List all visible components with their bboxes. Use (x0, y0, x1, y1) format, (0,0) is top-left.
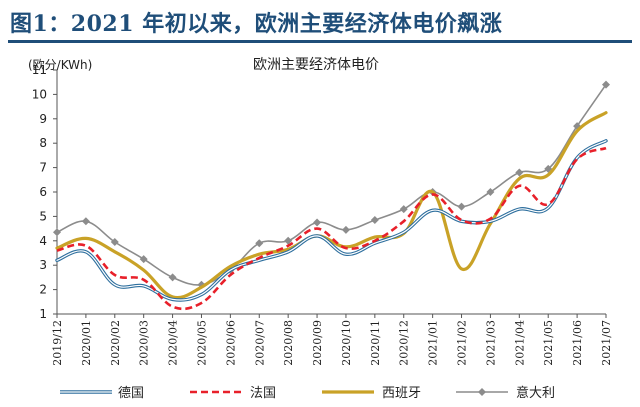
legend-item-西班牙: 西班牙 (322, 386, 421, 401)
x-tick-label: 2020/09 (311, 320, 324, 366)
x-tick-label: 2021/02 (456, 320, 469, 366)
series-line-outer (55, 139, 608, 302)
y-tick-label: 7 (39, 161, 47, 175)
legend: 德国 法国 西班牙 意大利 (60, 385, 555, 401)
data-point-marker (515, 168, 524, 177)
figure-title: 图1：2021 年初以来，欧洲主要经济体电价飙涨 (10, 11, 503, 37)
data-point-marker (544, 164, 553, 173)
y-tick-label: 5 (39, 209, 47, 223)
data-point-marker (313, 218, 322, 227)
x-tick-label: 2020/11 (369, 320, 382, 366)
series-德国 (55, 139, 608, 302)
axes: 1 2 3 4 5 6 7 8 9 10 11 2019/12 2020/01 2020/02 2020/0… (32, 63, 613, 366)
legend-marker (478, 388, 486, 396)
series-line (55, 111, 608, 300)
y-tick-label: 8 (39, 136, 47, 150)
legend-item-德国: 德国 (60, 386, 144, 401)
legend-item-法国: 法国 (190, 386, 276, 401)
y-tick-label: 1 (39, 307, 47, 321)
series-layer (53, 80, 610, 311)
data-point-marker (53, 228, 61, 237)
series-line (56, 84, 607, 286)
data-point-marker (486, 188, 495, 196)
series-西班牙 (55, 111, 608, 300)
x-tick-label: 2020/06 (224, 320, 237, 366)
figure-header: 图1：2021 年初以来，欧洲主要经济体电价飙涨 (0, 0, 640, 44)
data-point-marker (81, 217, 90, 226)
data-point-marker (168, 273, 177, 282)
data-point-marker (370, 216, 379, 225)
data-point-marker (602, 80, 610, 89)
y-tick-label: 6 (39, 185, 47, 199)
x-tick-label: 2021/05 (542, 320, 555, 366)
x-tick-label: 2021/06 (571, 320, 584, 366)
legend-label: 西班牙 (382, 386, 421, 401)
y-unit-label: (欧分/KWh) (28, 58, 92, 72)
legend-label: 法国 (250, 386, 276, 401)
x-tick-label: 2021/04 (513, 320, 526, 366)
legend-label: 德国 (118, 386, 144, 401)
x-tick-label: 2020/03 (138, 320, 151, 366)
data-point-marker (341, 225, 350, 234)
data-point-marker (284, 236, 293, 245)
data-point-marker (457, 202, 466, 211)
x-tick-label: 2020/12 (398, 320, 411, 366)
series-意大利 (53, 80, 610, 289)
x-tick-label: 2020/04 (167, 320, 180, 366)
y-tick-label: 10 (32, 87, 47, 101)
y-tick-label: 4 (39, 234, 47, 248)
data-point-marker (399, 205, 408, 214)
line-chart: (欧分/KWh) 欧洲主要经济体电价 1 2 3 4 5 6 7 8 9 10 11 2019/12 2… (28, 57, 613, 401)
title-underline (8, 40, 632, 43)
x-tick-label: 2020/01 (80, 320, 93, 366)
y-tick-label: 3 (39, 258, 47, 272)
data-point-marker (139, 255, 148, 264)
x-tick-label: 2021/01 (427, 320, 440, 366)
chart-title: 欧洲主要经济体电价 (253, 57, 379, 73)
y-tick-label: 9 (39, 112, 47, 126)
data-point-marker (255, 239, 264, 248)
x-tick-label: 2020/02 (109, 320, 122, 366)
legend-item-意大利: 意大利 (456, 385, 555, 401)
x-tick-label: 2020/10 (340, 320, 353, 366)
x-tick-label: 2020/07 (253, 320, 266, 366)
legend-label: 意大利 (516, 385, 555, 401)
x-tick-label: 2021/07 (600, 320, 613, 366)
data-point-marker (110, 238, 119, 247)
y-tick-label: 11 (32, 63, 47, 77)
x-tick-label: 2021/03 (484, 320, 497, 366)
series-法国 (56, 146, 607, 311)
series-line (56, 146, 607, 311)
series-line-inner (56, 140, 607, 301)
y-tick-label: 2 (39, 283, 47, 297)
x-tick-label: 2019/12 (51, 320, 64, 366)
x-tick-label: 2020/08 (282, 320, 295, 366)
x-tick-label: 2020/05 (195, 320, 208, 366)
